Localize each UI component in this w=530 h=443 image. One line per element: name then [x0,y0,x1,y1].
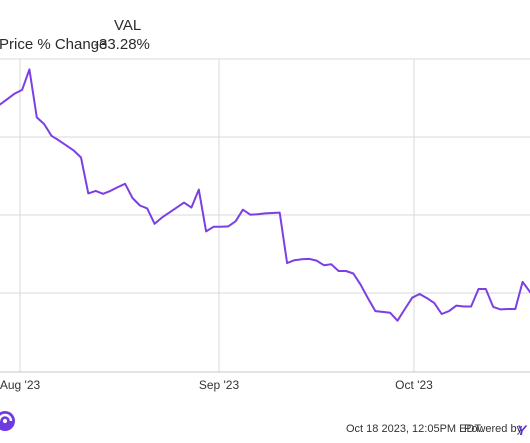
legend-ticker: VAL [114,17,142,34]
data-point-30 [220,226,222,228]
data-point-62 [456,305,458,307]
data-point-10 [73,150,75,152]
data-point-58 [426,297,428,299]
data-point-33 [242,209,244,211]
data-point-65 [478,288,480,290]
data-point-56 [411,297,413,299]
data-point-6 [43,123,45,125]
data-point-19 [139,205,141,207]
data-point-40 [294,259,296,261]
data-point-55 [404,308,406,310]
data-point-27 [198,189,200,191]
data-point-25 [183,202,185,204]
data-point-53 [389,312,391,314]
data-point-21 [154,223,156,225]
data-point-28 [205,231,207,233]
ycharts-logo-icon [0,411,15,431]
data-point-49 [360,284,362,286]
data-point-38 [279,212,281,214]
footer-timestamp: Oct 18 2023, 12:05PM EDT. [346,423,483,435]
data-point-70 [514,308,516,310]
data-point-37 [272,212,274,214]
data-point-5 [36,117,38,119]
data-point-61 [448,310,450,312]
data-point-29 [213,226,215,228]
x-axis: Aug '23 Sep '23 Oct '23 [0,371,530,392]
footer-powered-by[interactable]: Powered by [464,423,523,435]
data-point-59 [433,302,435,304]
data-point-44 [323,264,325,266]
data-point-47 [345,270,347,272]
data-point-60 [441,313,443,315]
data-point-23 [168,212,170,214]
data-point-68 [500,309,502,311]
data-point-51 [375,310,377,312]
data-point-69 [507,308,509,310]
data-point-16 [117,186,119,188]
data-point-9 [65,145,67,147]
data-point-34 [249,214,251,216]
data-point-48 [352,273,354,275]
data-point-24 [176,207,178,209]
data-point-3 [21,89,23,91]
data-point-43 [316,260,318,262]
data-point-42 [308,258,310,260]
data-point-15 [110,190,112,192]
data-point-66 [485,288,487,290]
data-point-26 [191,207,193,209]
data-point-31 [227,226,229,228]
series-line-VAL [0,68,530,322]
data-point-8 [58,140,60,142]
x-tick-label-0: Aug '23 [0,378,40,392]
data-point-71 [522,281,524,283]
data-point-45 [330,263,332,265]
data-point-22 [161,217,163,219]
data-point-54 [397,320,399,322]
data-point-7 [51,135,53,137]
data-point-35 [257,213,259,215]
data-point-63 [463,306,465,308]
legend-series-value: -33.28% [94,36,150,53]
data-point-39 [286,262,288,264]
data-point-36 [264,213,266,215]
data-point-52 [382,311,384,313]
data-point-32 [235,220,237,222]
ycharts-brand-mark[interactable]: Y [516,421,530,439]
legend-series-label: Price % Change [0,36,108,53]
data-point-18 [132,197,134,199]
data-point-12 [87,193,89,195]
data-point-46 [338,270,340,272]
data-point-67 [492,306,494,308]
data-point-41 [301,258,303,260]
logo-letter: Y [517,422,528,438]
data-point-2 [14,93,16,95]
data-point-57 [419,293,421,295]
x-tick-label-1: Sep '23 [199,378,240,392]
x-tick-label-2: Oct '23 [395,378,433,392]
grid-layer [0,58,530,372]
data-point-14 [102,193,104,195]
data-point-64 [470,306,472,308]
data-point-17 [124,183,126,185]
data-point-50 [367,298,369,300]
data-point-11 [80,157,82,159]
data-point-13 [95,190,97,192]
series-layer [0,68,530,322]
data-point-1 [7,98,9,100]
data-point-20 [146,208,148,210]
data-point-4 [29,69,31,71]
